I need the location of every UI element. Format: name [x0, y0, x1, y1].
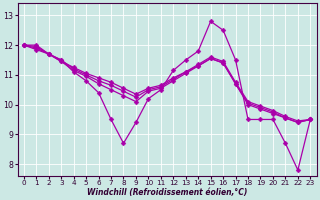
- X-axis label: Windchill (Refroidissement éolien,°C): Windchill (Refroidissement éolien,°C): [87, 188, 247, 197]
